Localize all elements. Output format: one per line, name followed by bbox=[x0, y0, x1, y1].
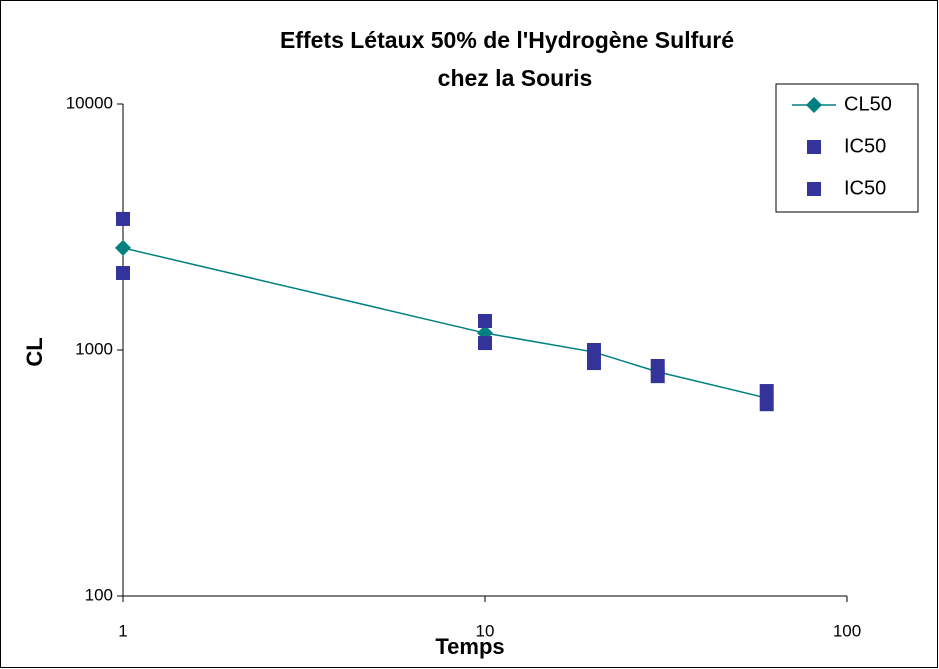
marker bbox=[759, 384, 774, 399]
legend-label: CL50 bbox=[844, 93, 892, 115]
x-tick-label: 100 bbox=[833, 621, 861, 640]
marker bbox=[650, 369, 665, 384]
y-tick-label: 10000 bbox=[66, 93, 113, 112]
legend-label: IC50 bbox=[844, 177, 886, 199]
legend-marker bbox=[806, 97, 822, 113]
marker bbox=[586, 356, 601, 371]
y-tick-label: 1000 bbox=[75, 339, 113, 358]
legend-marker bbox=[807, 182, 821, 196]
chart-title: chez la Souris bbox=[438, 65, 593, 91]
marker bbox=[478, 336, 492, 351]
marker bbox=[478, 313, 492, 328]
x-axis-label: Temps bbox=[435, 634, 504, 659]
marker bbox=[116, 265, 130, 280]
x-tick-label: 10 bbox=[476, 621, 495, 640]
marker bbox=[115, 239, 131, 256]
marker bbox=[759, 397, 774, 412]
x-tick-label: 1 bbox=[118, 621, 127, 640]
marker bbox=[586, 343, 601, 357]
marker bbox=[116, 211, 130, 226]
y-axis-label: CL bbox=[22, 337, 47, 366]
legend-marker bbox=[807, 140, 821, 154]
legend-label: IC50 bbox=[844, 135, 886, 157]
y-tick-label: 100 bbox=[85, 585, 113, 604]
chart-title: Effets Létaux 50% de l'Hydrogène Sulfuré bbox=[280, 27, 734, 53]
